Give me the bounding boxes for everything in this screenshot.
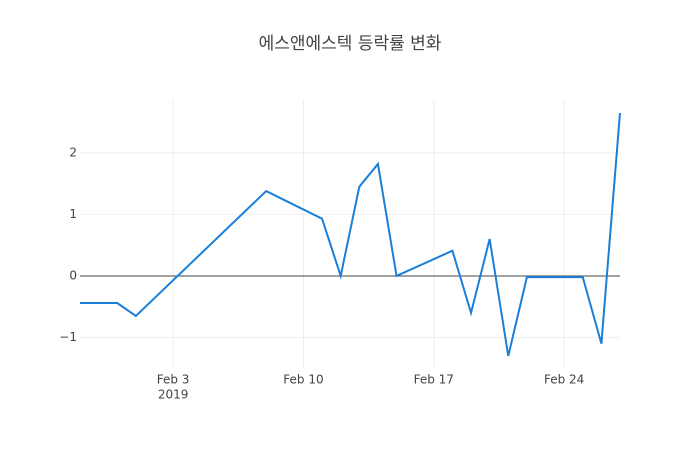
y-tick-label: −1 [59, 330, 77, 344]
y-tick-label: 0 [69, 268, 77, 282]
line [80, 112, 621, 357]
x-tick-label: Feb 17 [414, 373, 454, 387]
x-tick-label: Feb 10 [283, 373, 323, 387]
chart-title: 에스앤에스텍 등락률 변화 [259, 34, 442, 54]
x-tick-label: Feb 3 [157, 373, 190, 387]
x-tick-label: Feb 24 [544, 373, 584, 387]
y-tick-label: 2 [69, 145, 77, 159]
x-year-label: 2019 [158, 388, 189, 402]
y-tick-label: 1 [69, 207, 77, 221]
